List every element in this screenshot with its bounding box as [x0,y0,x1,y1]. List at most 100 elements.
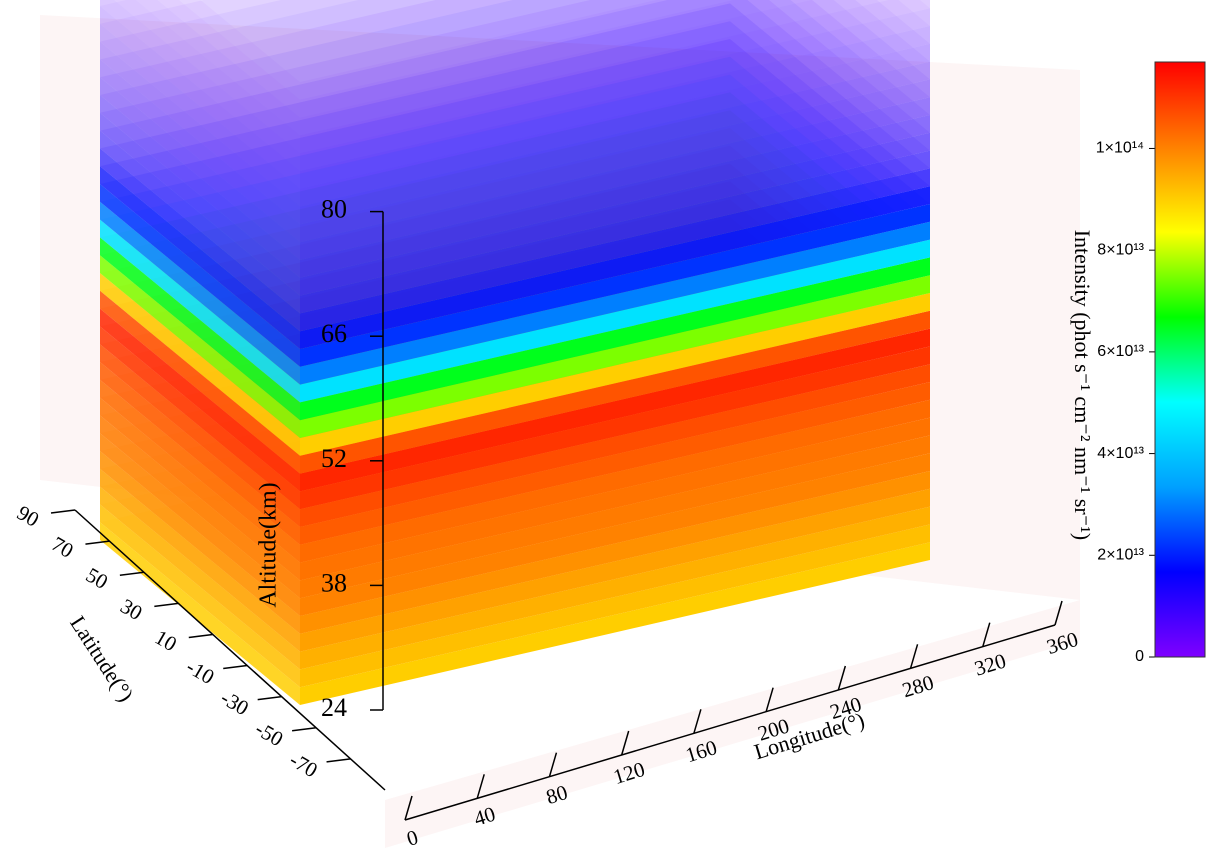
volume-layer-front [300,399,930,563]
z-tick-label: 38 [321,568,347,597]
volume-layer-side [100,59,300,243]
volume-layer-side [100,504,300,688]
volume-layer-front [300,168,930,332]
volume-layer-side [100,273,300,456]
volume-layer-front [300,488,930,652]
y-tick [154,602,179,608]
z-tick-label: 24 [321,693,347,722]
colorbar-tick-label: 2×10¹³ [1097,547,1144,564]
volume-layer-top [100,0,930,278]
y-tick [188,633,213,639]
y-tick-label: 50 [82,563,112,594]
x-tick [765,687,774,712]
volume-layer-top [100,0,930,243]
x-tick [620,730,630,756]
volume-layer-front [300,43,930,207]
volume-layer-front [300,0,734,100]
volume-layer-front [300,221,930,385]
volume-layer-side [100,362,300,545]
volume-layer-front [300,115,930,278]
volume-layer-side [100,219,300,403]
volume-layer-side [100,201,300,385]
volume-layer-front [300,257,930,421]
floor-panel [385,600,1080,848]
volume-layer-front [300,79,930,243]
x-tick [1054,600,1063,626]
volume-layer-front [300,186,930,349]
volume-layer-side [100,41,300,225]
volume-layer-top [100,0,930,225]
volume-layer-top [100,3,930,314]
volume-layer-side [100,433,300,616]
volume-layer-front [300,61,930,225]
x-axis-line [404,624,1056,821]
volume-layer-front [300,346,930,510]
volume-layer-front [300,8,930,172]
volume-layer-side [179,0,300,100]
volume-layer-side [100,379,300,563]
volume-layer-front [300,26,930,189]
volume-layer-side [100,522,300,705]
colorbar-tick-label: 0 [1135,648,1144,665]
volume-layer-front [300,453,930,616]
y-tick-label: -10 [182,654,218,689]
volume-layer-side [114,0,300,154]
volume-layer-side [100,415,300,599]
volume-layer-top [100,0,930,296]
volume-layer-front [300,132,930,296]
y-tick [257,695,282,701]
z-tick-label: 66 [321,319,347,348]
volume-layer-side [100,148,300,332]
colorbar-tick-label: 6×10¹³ [1097,343,1144,360]
volume-layer-side [100,6,300,189]
volume-layer-front [300,0,811,118]
volume-layer-side [100,290,300,474]
volume-layer-front [300,97,930,260]
y-tick-label: -30 [217,685,253,720]
y-axis-title: Latitude(°) [65,611,139,706]
y-tick [326,758,351,763]
volume-layer-front [300,0,930,154]
y-tick-label: 70 [47,532,77,563]
volume-layer-front [300,364,930,527]
volume-layer-front [300,204,930,367]
volume-layer-front [300,382,930,545]
volume-layer-side [100,326,300,510]
volume-layer-side [135,0,300,136]
volume-layer-front [300,328,930,492]
x-tick [548,752,558,777]
volume-layer-side [157,0,300,118]
volume-layer-front [300,506,930,670]
y-tick-label: 90 [13,500,43,531]
colorbar-tick-label: 4×10¹³ [1097,445,1144,462]
volume-layer-front [300,435,930,599]
volume-layer-front [300,542,930,705]
volume-layer-front [300,293,930,456]
volume-layer-top [100,0,930,207]
volume-layer-front [300,150,930,314]
z-tick-label: 80 [321,195,347,224]
volume-layer-side [100,0,300,171]
colorbar [1154,61,1206,658]
z-axis-title: Altitude(km) [256,482,282,607]
volume-layer-side [100,112,300,296]
volume-layer-side [100,451,300,634]
y-tick-label: -50 [251,716,287,751]
volume-layer-front [300,417,930,581]
volume-layer-side [100,397,300,581]
y-tick-label: 30 [116,594,146,625]
y-tick [223,664,248,670]
volume-layer-front [300,275,930,438]
volume-layer-front [300,524,930,688]
volume-layer-side [100,468,300,652]
volume-layer-front [300,310,930,474]
y-tick [85,540,110,545]
colorbar-tick-label: 8×10¹³ [1097,241,1144,258]
y-tick [50,509,76,514]
x-tick [837,665,847,691]
volume-layer-front [300,471,930,634]
volume-layer-front [300,239,930,403]
volume [100,0,930,705]
colorbar-title: Intensity (phot s⁻¹ cm⁻² nm⁻¹ sr⁻¹) [1070,230,1095,541]
